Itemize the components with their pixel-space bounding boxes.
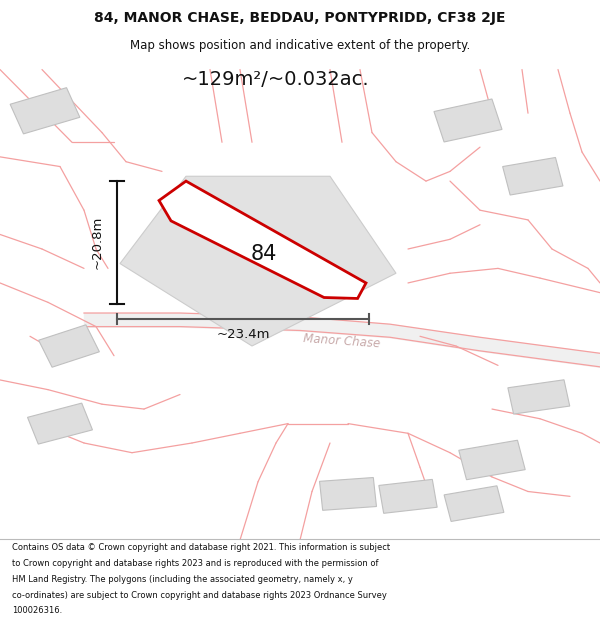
Polygon shape [28,403,92,444]
Polygon shape [379,479,437,513]
Text: Map shows position and indicative extent of the property.: Map shows position and indicative extent… [130,39,470,51]
Polygon shape [320,478,376,511]
Text: Manor Chase: Manor Chase [303,332,381,351]
Text: to Crown copyright and database rights 2023 and is reproduced with the permissio: to Crown copyright and database rights 2… [12,559,379,568]
Text: ~129m²/~0.032ac.: ~129m²/~0.032ac. [182,69,370,89]
Text: HM Land Registry. The polygons (including the associated geometry, namely x, y: HM Land Registry. The polygons (includin… [12,575,353,584]
Text: 100026316.: 100026316. [12,606,62,615]
Text: Contains OS data © Crown copyright and database right 2021. This information is : Contains OS data © Crown copyright and d… [12,543,390,552]
Polygon shape [508,380,570,414]
Polygon shape [38,325,100,368]
Text: ~23.4m: ~23.4m [216,328,270,341]
Text: ~20.8m: ~20.8m [91,216,104,269]
Text: 84: 84 [251,244,277,264]
Polygon shape [503,158,563,195]
Text: 84, MANOR CHASE, BEDDAU, PONTYPRIDD, CF38 2JE: 84, MANOR CHASE, BEDDAU, PONTYPRIDD, CF3… [94,11,506,25]
Polygon shape [434,99,502,142]
Polygon shape [159,181,366,299]
Polygon shape [444,486,504,521]
Polygon shape [459,440,525,480]
Polygon shape [10,88,80,134]
Text: co-ordinates) are subject to Crown copyright and database rights 2023 Ordnance S: co-ordinates) are subject to Crown copyr… [12,591,387,599]
Polygon shape [120,176,396,346]
